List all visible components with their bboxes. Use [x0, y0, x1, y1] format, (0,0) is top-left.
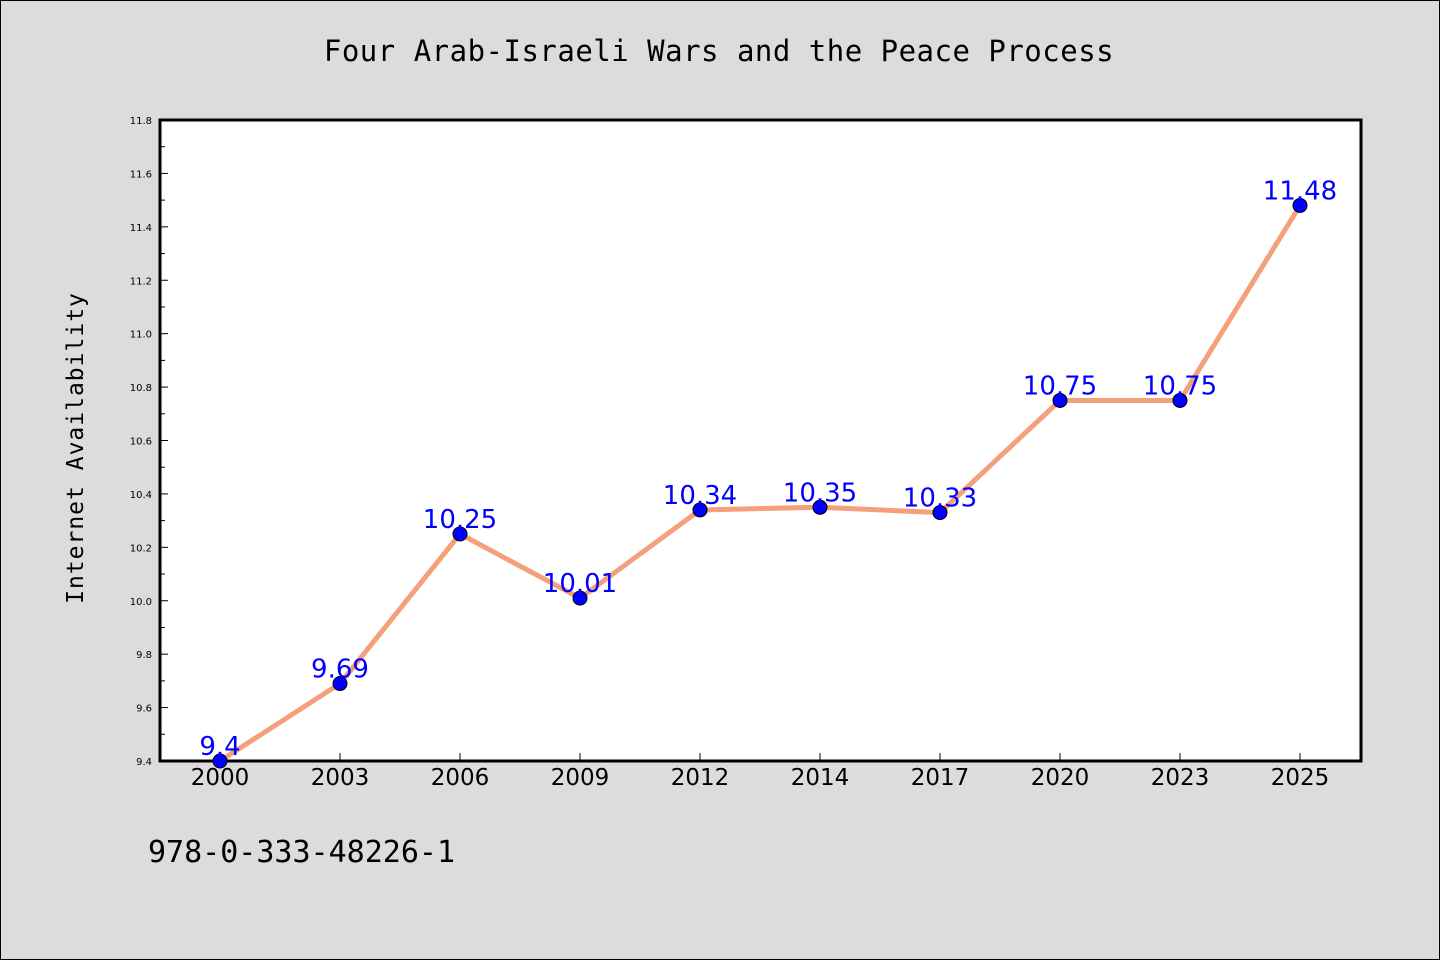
data-label: 9.4	[199, 732, 240, 762]
y-tick-label: 10.2	[130, 543, 152, 554]
y-tick-label: 11.6	[130, 169, 152, 180]
data-label: 10.75	[1143, 371, 1217, 401]
data-label: 10.25	[423, 505, 497, 535]
y-tick-label: 11.0	[130, 330, 152, 341]
data-point	[332, 676, 348, 692]
isbn-text: 978-0-333-48226-1	[148, 835, 456, 870]
x-tick-label: 2006	[431, 765, 490, 791]
chart-title: Four Arab-Israeli Wars and the Peace Pro…	[323, 34, 1115, 68]
data-point	[212, 753, 228, 769]
y-tick-label: 9.4	[136, 757, 152, 768]
y-tick-label: 10.0	[130, 597, 152, 608]
data-point	[1172, 392, 1188, 408]
data-point	[692, 502, 708, 518]
series-line-layer	[217, 202, 1303, 764]
data-label: 10.75	[1023, 371, 1097, 401]
x-tick-label: 2025	[1271, 765, 1330, 791]
plot-area	[158, 118, 1363, 763]
y-tick-label: 11.2	[130, 276, 152, 287]
data-point	[1292, 197, 1308, 213]
axis-ticks: 9.4 9.6 9.8 10.0 10.2 10.4 10.6 10.8 11.0 11.2 11.…	[130, 116, 1330, 791]
x-tick-label: 2003	[311, 765, 370, 791]
data-label: 10.01	[543, 569, 617, 599]
data-point	[572, 590, 588, 606]
x-tick-label: 2017	[911, 765, 970, 791]
data-label: 10.33	[903, 484, 977, 514]
data-label: 10.34	[663, 481, 737, 511]
y-tick-label: 11.8	[130, 116, 152, 127]
data-label: 9.69	[311, 655, 369, 685]
data-label: 10.35	[783, 478, 857, 508]
y-tick-label: 10.8	[130, 383, 152, 394]
y-tick-label: 10.4	[130, 490, 152, 501]
x-tick-label: 2020	[1031, 765, 1090, 791]
x-tick-label: 2023	[1151, 765, 1210, 791]
data-point	[1052, 392, 1068, 408]
y-tick-label: 10.6	[130, 437, 152, 448]
x-tick-label: 2009	[551, 765, 610, 791]
x-tick-label: 2000	[191, 765, 250, 791]
data-label-layer: 9.4 9.69 10.25 10.01 10.34 10.35 10.33 10.75 10.…	[199, 176, 1337, 762]
x-tick-label: 2012	[671, 765, 730, 791]
y-tick-label: 9.6	[136, 704, 152, 715]
y-tick-label: 11.4	[130, 223, 152, 234]
x-tick-label: 2014	[791, 765, 850, 791]
series-line	[217, 202, 1303, 764]
y-tick-label: 9.8	[136, 650, 152, 661]
data-label: 11.48	[1263, 176, 1337, 206]
data-point	[812, 499, 828, 515]
data-point	[452, 526, 468, 542]
marker-layer	[212, 197, 1308, 769]
data-point	[932, 505, 948, 521]
